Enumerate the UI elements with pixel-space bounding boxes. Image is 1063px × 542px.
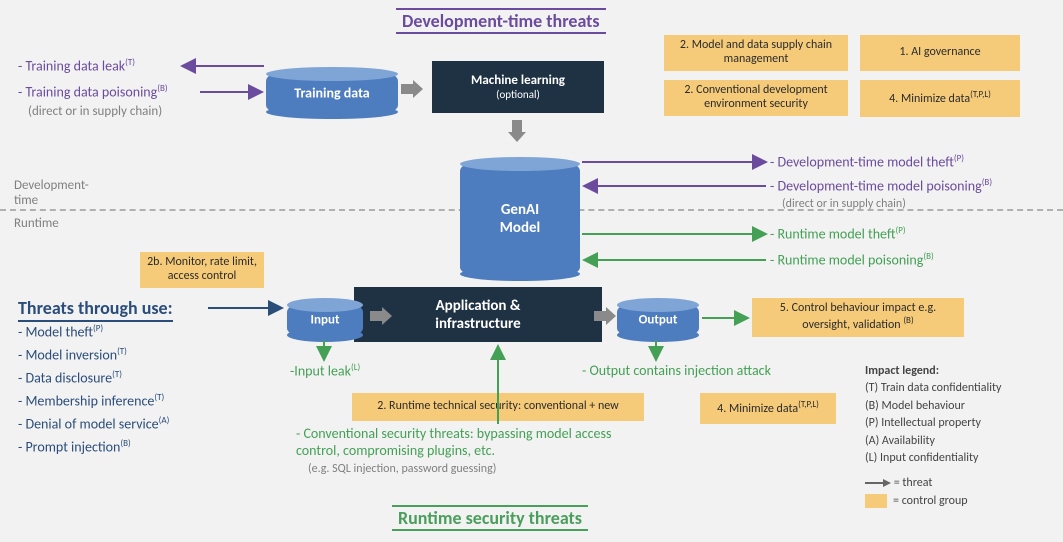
zone-run-label: Runtime [14,216,59,231]
use-model-inversion: - Model inversion(T) [18,347,127,364]
threat-train-leak: - Training data leak(T) [18,58,135,75]
impact-legend: Impact legend: (T) Train data confidenti… [865,363,1001,510]
use-model-theft: - Model theft(P) [18,324,103,341]
legend-control-swatch [865,494,887,508]
arrow-app-to-output [594,307,616,325]
use-data-disclosure: - Data disclosure(T) [18,370,122,387]
threat-conventional: - Conventional security threats: bypassi… [296,426,656,460]
input-label: Input [287,313,363,328]
node-ml: Machine learning (optional) [432,61,604,113]
genai-label: GenAI Model [460,201,580,237]
training-data-label: Training data [266,85,398,102]
ctrl-dev-env-sec: 2. Conventional development environment … [664,80,848,116]
arrow-input-to-app [370,307,392,325]
node-training-data: Training data [266,74,398,112]
ctrl-min-data-run: 4. Minimize data(T,P,L) [700,393,836,424]
ctrl-supply-chain: 2. Model and data supply chain managemen… [664,35,848,71]
title-dev-threats: Development-time threats [396,8,606,34]
use-dos: - Denial of model service(A) [18,416,169,433]
threat-dev-model-poison-note: (direct or in supply chain) [782,197,906,211]
threat-output-injection: - Output contains injection attack [582,363,771,380]
ctrl-monitor-rate: 2b. Monitor, rate limit, access control [140,252,264,288]
output-label: Output [617,313,699,328]
threat-run-model-theft: - Runtime model theft(P) [770,226,906,243]
threat-conventional-note: (e.g. SQL injection, password guessing) [308,462,496,476]
threat-run-model-poison: - Runtime model poisoning(B) [770,252,934,269]
ctrl-min-data-dev: 4. Minimize data(T,P,L) [860,80,1020,117]
ctrl-governance: 1. AI governance [860,35,1020,71]
node-output: Output [617,305,699,335]
arrow-td-to-ml [401,80,423,98]
use-prompt-injection: - Prompt injection(B) [18,439,131,456]
ctrl-behaviour-impact: 5. Control behaviour impact e.g. oversig… [752,298,964,337]
zone-dev-label: Development- time [14,178,89,208]
heading-threats-use: Threats through use: [18,297,173,322]
node-genai-model: GenAI Model [460,164,580,274]
title-run-threats: Runtime security threats [392,505,588,531]
threat-dev-model-theft: - Development-time model theft(P) [770,154,964,171]
use-membership-inf: - Membership inference(T) [18,393,164,410]
ml-sub: (optional) [432,88,604,101]
threat-train-poison: - Training data poisoning(B) [18,84,168,101]
arrow-ml-to-model [508,120,526,142]
threat-dev-model-poison: - Development-time model poisoning(B) [770,178,992,195]
legend-arrow-icon [865,477,891,489]
ml-label: Machine learning [432,73,604,88]
threat-train-poison-note: (direct or in supply chain) [28,104,162,120]
ctrl-runtime-tech-sec: 2. Runtime technical security: conventio… [352,393,644,421]
threat-input-leak: -Input leak(L) [290,363,360,380]
node-input: Input [287,305,363,335]
